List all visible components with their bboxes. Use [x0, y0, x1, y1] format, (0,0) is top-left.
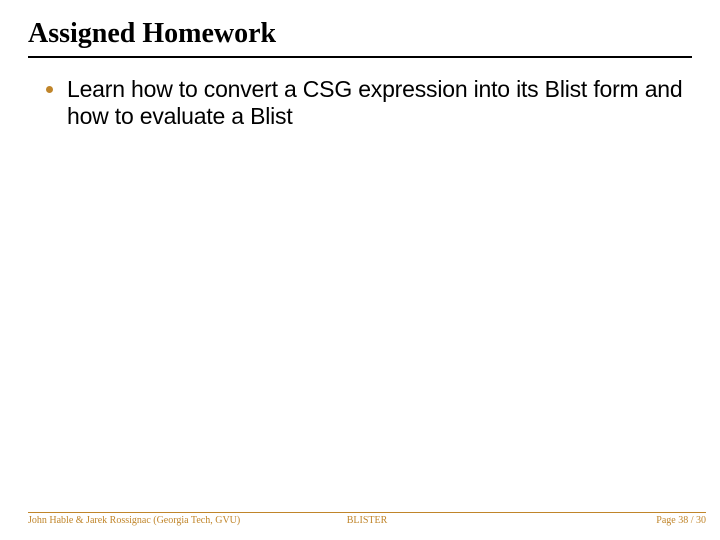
- bullet-icon: [46, 86, 53, 93]
- footer-authors: John Hable & Jarek Rossignac (Georgia Te…: [28, 515, 254, 526]
- footer-title: BLISTER: [254, 515, 480, 526]
- footer-rule: [28, 512, 706, 513]
- slide-title: Assigned Homework: [28, 18, 692, 56]
- bullet-text: Learn how to convert a CSG expression in…: [67, 76, 692, 130]
- title-underline: [28, 56, 692, 58]
- footer-page-number: Page 38 / 30: [480, 515, 706, 526]
- slide-footer: John Hable & Jarek Rossignac (Georgia Te…: [28, 512, 706, 526]
- footer-row: John Hable & Jarek Rossignac (Georgia Te…: [28, 515, 706, 526]
- slide-content: Learn how to convert a CSG expression in…: [28, 76, 692, 130]
- slide: Assigned Homework Learn how to convert a…: [0, 0, 720, 540]
- bullet-item: Learn how to convert a CSG expression in…: [46, 76, 692, 130]
